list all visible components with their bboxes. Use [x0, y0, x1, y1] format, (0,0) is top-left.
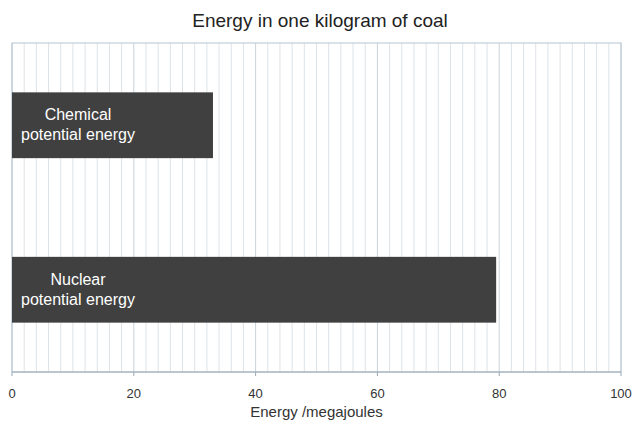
- category-label: Chemical potential energy: [21, 106, 135, 143]
- tick-mark: [621, 372, 622, 376]
- minor-grid-line: [523, 43, 524, 372]
- minor-grid-line: [584, 43, 585, 372]
- bar: [12, 92, 213, 158]
- minor-grid-line: [560, 43, 561, 372]
- bars: [12, 92, 496, 322]
- grid-line: [499, 43, 500, 372]
- tick-label: 60: [370, 386, 384, 401]
- tick-label: 100: [610, 386, 632, 401]
- minor-grid-line: [535, 43, 536, 372]
- minor-grid-line: [511, 43, 512, 372]
- tick-mark: [377, 372, 378, 376]
- minor-grid-line: [596, 43, 597, 372]
- plot-frame: [12, 43, 621, 372]
- tick-mark: [12, 372, 13, 376]
- x-axis-label: Energy /megajoules: [250, 403, 383, 420]
- grid: [12, 43, 621, 376]
- minor-grid-line: [547, 43, 548, 372]
- bar-labels: Chemical potential energy Nuclear potential…: [21, 106, 135, 308]
- tick-label: 80: [492, 386, 506, 401]
- category-label: Nuclear potential energy: [21, 271, 135, 308]
- tick-mark: [133, 372, 134, 376]
- tick-mark: [499, 372, 500, 376]
- minor-grid-line: [572, 43, 573, 372]
- chart-container: Energy in one kilogram of coal 0 20 40 60 80 1…: [0, 0, 640, 433]
- x-axis-line: [12, 372, 621, 373]
- category-label-line: Chemical: [45, 106, 112, 123]
- tick-label: 40: [248, 386, 262, 401]
- category-label-line: Nuclear: [50, 271, 106, 288]
- chart-svg: Energy in one kilogram of coal 0 20 40 60 80 1…: [0, 0, 640, 433]
- category-label-line: potential energy: [21, 291, 135, 308]
- minor-grid-line: [608, 43, 609, 372]
- tick-label: 0: [8, 386, 15, 401]
- tick-mark: [255, 372, 256, 376]
- bar: [12, 257, 496, 323]
- title: Energy in one kilogram of coal: [192, 10, 448, 31]
- tick-label: 20: [127, 386, 141, 401]
- category-label-line: potential energy: [21, 126, 135, 143]
